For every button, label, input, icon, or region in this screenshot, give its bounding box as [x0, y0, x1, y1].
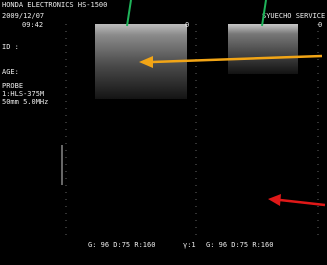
age-label: AGE: [2, 68, 19, 76]
probe-spec: 50mm 5.0MHz [2, 98, 48, 106]
time: 09:42 [22, 21, 43, 29]
probe-label: PROBE [2, 82, 23, 90]
probe-model: 1:HLS-375M [2, 90, 44, 98]
ultrasound-screen: HONDA ELECTRONICS HS-1500 2009/12/07 09:… [0, 0, 327, 265]
service: SYUECHO SERVICE [262, 12, 325, 20]
maker: HONDA ELECTRONICS HS-1500 [2, 1, 107, 9]
depth-mark: 0 [185, 21, 189, 29]
settings: G: 96 D:75 R:160 [206, 241, 273, 249]
settings: G: 96 D:75 R:160 [88, 241, 155, 249]
date: 2009/12/07 [2, 12, 44, 20]
gamma: γ:1 [183, 241, 196, 249]
depth-mark: 0 [318, 21, 322, 29]
id-label: ID : [2, 43, 19, 51]
right-echo-band [228, 24, 298, 74]
